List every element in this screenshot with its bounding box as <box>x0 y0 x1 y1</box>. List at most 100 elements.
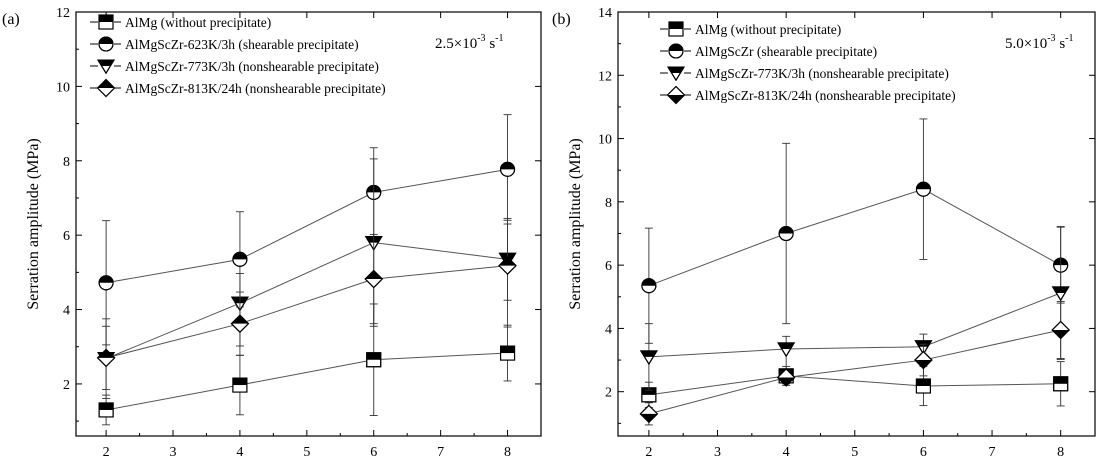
legend-marker <box>667 66 685 82</box>
legend-marker-fill <box>667 95 685 104</box>
data-point <box>499 345 516 361</box>
chart-panel-a: 2 3 4 5 6 7 8 2 4 6 8 10 12 Strain (%) Serration ampli… <box>2 6 542 463</box>
rate-unit: s <box>1056 36 1066 52</box>
legend-marker-fill <box>98 60 114 66</box>
x-tick-label: 7 <box>989 445 996 460</box>
data-point <box>1051 320 1070 340</box>
x-tick-label: 7 <box>437 445 444 460</box>
y-tick-label: 4 <box>63 304 70 319</box>
series-line <box>106 352 508 411</box>
strain-rate-label: 5.0×10-3 s-1 <box>1005 33 1074 52</box>
x-tick-label: 2 <box>103 445 110 460</box>
series-4 <box>639 301 1070 426</box>
x-tick-label: 8 <box>1057 445 1064 460</box>
plot-frame <box>75 11 542 437</box>
data-point <box>364 269 384 289</box>
panel-label: (b) <box>552 11 571 28</box>
data-point <box>1053 376 1069 392</box>
legend-label: AlMgScZr-623K/3h (shearable precipitate) <box>125 37 359 52</box>
legend-label: AlMgScZr-813K/24h (nonshearable precipit… <box>125 81 386 96</box>
data-point <box>232 377 248 393</box>
x-tick-label: 6 <box>920 445 927 460</box>
data-point-fill <box>640 350 657 357</box>
x-tick-label: 6 <box>370 445 377 460</box>
chart-panel-b: 2 3 4 5 6 7 8 2 4 6 8 10 12 14 Strain (%) Serration amp… <box>552 6 1096 463</box>
data-point <box>366 352 382 368</box>
series-line <box>105 242 508 360</box>
data-point-fill <box>231 315 249 324</box>
data-point <box>639 350 658 366</box>
x-tick-label: 8 <box>504 445 511 460</box>
x-tick-label: 5 <box>851 445 858 460</box>
strain-rate-label: 2.5×10-3 s-1 <box>435 33 504 52</box>
legend-marker <box>97 59 115 75</box>
x-tick-label: 3 <box>170 445 177 460</box>
plot-frame <box>617 11 1096 437</box>
data-point-fill <box>1052 286 1069 293</box>
legend-marker-fill <box>97 79 115 88</box>
data-point <box>776 368 796 387</box>
series-line <box>648 292 1061 358</box>
legend-label: AlMgScZr-773K/3h (nonshearable precipita… <box>125 59 379 74</box>
rate-unit: s <box>486 36 496 52</box>
rate-base: 5.0×10 <box>1005 36 1047 52</box>
data-point-fill <box>99 402 114 410</box>
data-point-fill <box>366 352 381 360</box>
legend-marker-fill <box>668 67 684 73</box>
data-point-fill <box>916 182 931 190</box>
y-tick-label: 6 <box>605 259 612 274</box>
data-point <box>641 278 657 294</box>
legend-marker <box>98 36 114 52</box>
data-point <box>1051 286 1070 302</box>
data-point-fill <box>500 346 515 354</box>
series-1 <box>98 303 516 426</box>
data-point-fill <box>778 342 795 349</box>
legend-marker <box>96 78 116 98</box>
series-line <box>105 265 508 359</box>
y-tick-label: 2 <box>605 386 612 401</box>
y-tick-label: 12 <box>598 69 612 84</box>
y-tick-label: 8 <box>63 155 70 170</box>
x-tick-label: 3 <box>714 445 721 460</box>
data-point-fill <box>916 379 931 387</box>
data-point <box>639 404 659 424</box>
legend-label: AlMg (without precipitate) <box>125 15 271 30</box>
data-point <box>915 181 931 197</box>
series-line <box>648 329 1061 415</box>
data-point-fill <box>365 270 383 280</box>
data-point-fill <box>1053 376 1068 384</box>
data-point <box>914 350 933 370</box>
rate-exp: -3 <box>1047 33 1055 44</box>
y-axis-title: Serration amplitude (MPa) <box>25 138 42 310</box>
data-point-fill <box>915 340 932 347</box>
y-axis-title: Serration amplitude (MPa) <box>567 138 584 310</box>
data-point-fill <box>232 378 247 386</box>
data-point-fill <box>1052 330 1070 339</box>
data-point-fill <box>777 377 795 386</box>
legend-label: AlMg (without precipitate) <box>695 22 841 37</box>
y-tick-label: 12 <box>56 6 70 21</box>
data-point-fill <box>641 387 656 395</box>
data-point <box>499 161 516 177</box>
data-point <box>498 256 517 275</box>
series-4 <box>96 219 517 390</box>
legend-label: AlMgScZr (shearable precipitate) <box>695 44 877 59</box>
data-point <box>96 348 116 368</box>
data-point-fill <box>499 257 517 266</box>
data-point-fill <box>99 275 114 283</box>
panel-label: (a) <box>2 11 20 28</box>
data-point <box>230 314 250 333</box>
x-tick-label: 2 <box>645 445 652 460</box>
data-point <box>98 275 114 291</box>
series-line <box>648 188 1061 287</box>
rate-unit-exp: -1 <box>495 33 503 44</box>
legend-marker <box>666 85 686 105</box>
data-point <box>915 378 931 394</box>
series-3 <box>97 158 517 399</box>
x-axis-title: Strain (%) <box>823 461 889 463</box>
legend-marker-fill <box>669 44 683 51</box>
legend: AlMg (without precipitate) AlMgScZr (shea… <box>660 21 956 105</box>
data-point-fill <box>500 162 515 170</box>
x-tick-label: 4 <box>783 445 790 460</box>
